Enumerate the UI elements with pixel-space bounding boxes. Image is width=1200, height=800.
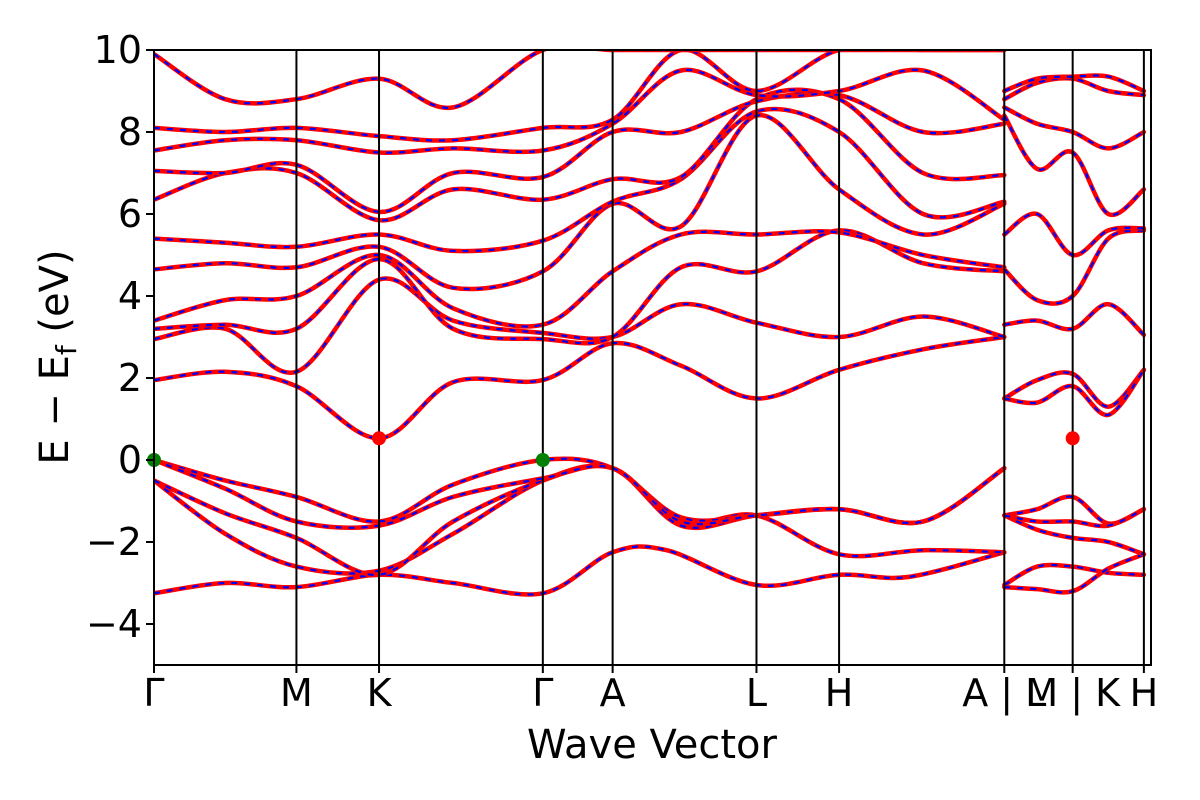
band-edge-markers (147, 431, 1080, 467)
band-line-blue-4 (154, 458, 1005, 529)
cbm-marker-3 (1065, 431, 1080, 446)
band-line-red-16 (1002, 562, 1147, 588)
band-line-red-2 (154, 463, 1007, 578)
band-line-blue-1 (154, 464, 1005, 575)
vbm-marker-1 (535, 453, 550, 467)
y-tick-label-7: −4 (86, 602, 142, 646)
band-line-red-1 (154, 463, 1007, 576)
x-tick-label-2: K (367, 671, 393, 715)
x-tick-label-8: M | K (1025, 671, 1121, 716)
symmetry-lines (295, 50, 1145, 665)
band-line-red-5 (154, 334, 1007, 441)
y-tick-label-2: 6 (118, 192, 142, 236)
x-tick-label-4: A (600, 671, 626, 715)
y-axis-label: E − Ef (eV) (32, 249, 83, 464)
band-line-blue-16 (1003, 563, 1144, 586)
band-line-blue-22 (1004, 369, 1145, 417)
band-line-red-12 (154, 90, 1007, 215)
y-tick-label-1: 8 (118, 110, 142, 154)
x-axis-label: Wave Vector (527, 722, 778, 768)
band-line-red-14 (154, 50, 1007, 143)
x-tick-label-6: H (825, 671, 854, 715)
plot-frame (153, 49, 1152, 666)
bands-layer (154, 50, 1147, 597)
y-tick-label-0: 10 (94, 28, 142, 72)
band-line-blue-18 (1003, 514, 1145, 556)
y-axis-label-unit: (eV) (32, 249, 78, 345)
y-axis-label-subscript: f (50, 344, 83, 355)
y-tick-label-6: −2 (86, 520, 142, 564)
y-tick-label-4: 2 (118, 356, 142, 400)
band-line-red-6 (154, 276, 1007, 375)
y-tick-label-5: 0 (118, 438, 142, 482)
band-line-red-25 (1002, 211, 1147, 258)
x-tick-label-3: Γ (532, 671, 553, 715)
band-line-blue-5 (154, 335, 1005, 440)
band-line-red-23 (1002, 301, 1147, 338)
cbm-marker-2 (372, 431, 387, 446)
y-axis-label-main: E − E (32, 355, 78, 465)
y-axis: 10 8 6 4 2 0 −2 −4 (86, 28, 154, 646)
band-line-blue-25 (1003, 212, 1144, 257)
band-line-blue-2 (154, 464, 1005, 576)
x-tick-label-9: H (1130, 671, 1159, 715)
y-tick-label-3: 4 (118, 274, 142, 318)
x-tick-label-7: A | L (962, 671, 1046, 716)
x-tick-label-5: L (746, 671, 767, 715)
band-line-blue-14 (154, 50, 1005, 142)
band-line-blue-28 (1003, 77, 1145, 101)
band-line-red-27 (1002, 105, 1147, 151)
x-tick-label-0: Γ (143, 671, 164, 715)
x-tick-label-1: M (280, 671, 313, 715)
